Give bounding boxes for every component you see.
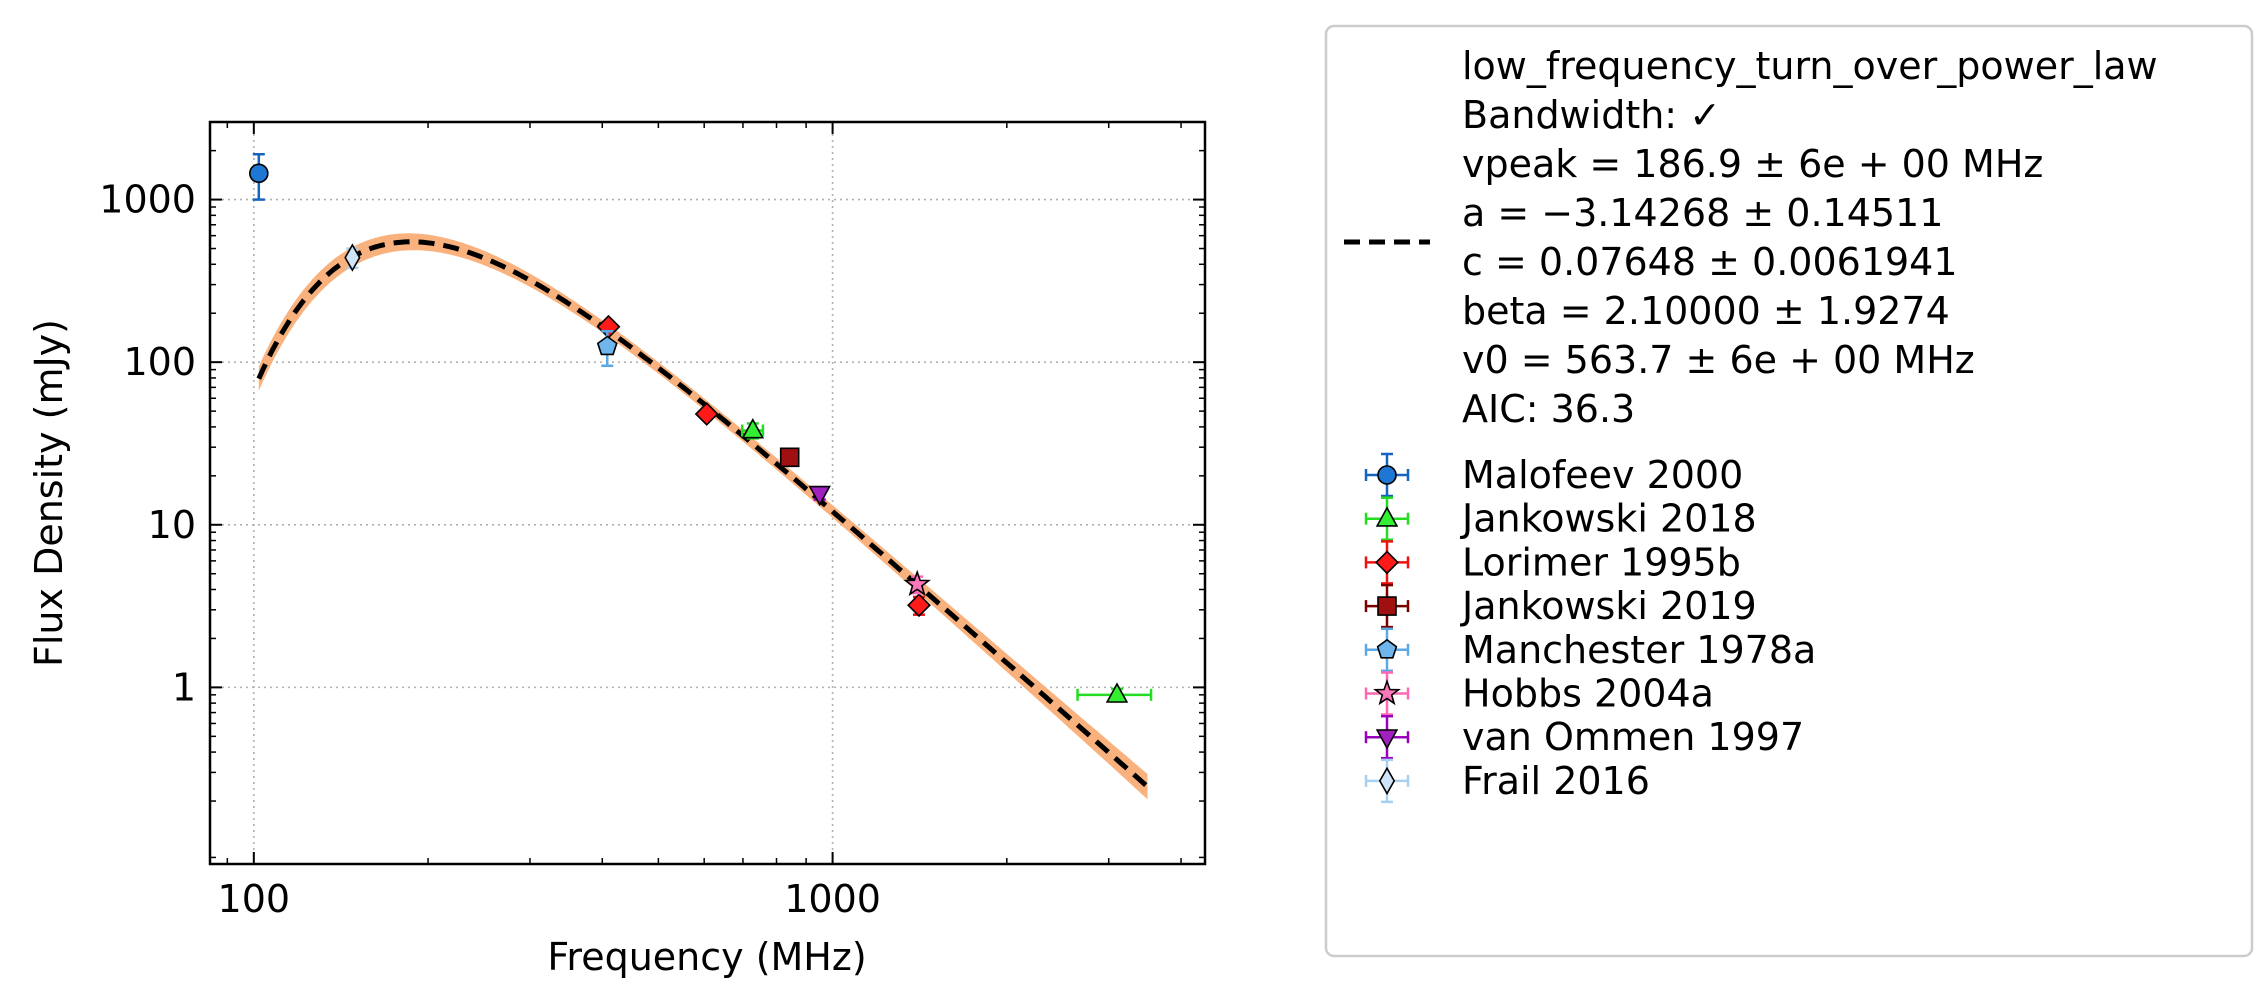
legend-label: Jankowski 2018 [1460,497,1757,541]
legend-marker [1375,550,1399,575]
legend-label: Manchester 1978a [1462,628,1816,672]
fit-band [258,233,1148,800]
plot-frame [208,120,1207,866]
fit-uncertainty-band [258,233,1148,800]
legend-label: Malofeev 2000 [1462,453,1743,497]
legend-fit-line-5: c = 0.07648 ± 0.0061941 [1462,240,1958,284]
data-points [249,153,1153,703]
legend-entry: Hobbs 2004a [1364,671,1714,716]
legend-fit-line-7: v0 = 563.7 ± 6e + 00 MHz [1462,338,1975,382]
legend-fit-line-4: a = −3.14268 ± 0.14511 [1462,191,1943,235]
legend-entry: Lorimer 1995b [1364,540,1741,585]
legend-frame [1324,24,2254,958]
y-tick-label: 100 [123,340,196,384]
series-jankowski-2019 [779,447,800,468]
y-axis-title: Flux Density (mJy) [27,319,71,667]
data-point [1105,682,1129,703]
series-van-ommen-1997 [808,485,831,507]
series-frail-2016 [344,243,361,272]
data-point [694,402,719,426]
legend-label: Hobbs 2004a [1462,672,1714,716]
series-manchester-1978a [596,329,618,368]
series-hobbs-2004a [903,569,931,597]
legend-entry: Frail 2016 [1364,758,1650,804]
fit-curve [256,239,1150,789]
legend-label: Jankowski 2019 [1460,584,1757,628]
legend-label: Frail 2016 [1462,759,1650,803]
legend-fit-line-2: Bandwidth: ✓ [1462,93,1721,137]
legend-label: Lorimer 1995b [1462,540,1741,584]
y-tick-label: 1 [172,665,196,709]
fit-line [256,239,1150,789]
grid-lines [210,122,1205,864]
legend-entry: van Ommen 1997 [1364,714,1804,760]
legend-marker [1378,766,1396,796]
tick-labels: 100 1000 1 10 100 1000 [99,178,881,921]
legend-entry: Malofeev 2000 [1364,452,1743,498]
series-malofeev-2000 [249,153,269,201]
legend-fit-line-6: beta = 2.10000 ± 1.9274 [1462,289,1950,333]
legend: low_frequency_turn_over_power_law Bandwi… [1324,24,2254,958]
data-point [907,593,931,618]
data-point [344,243,361,272]
legend-marker [1377,596,1397,616]
legend-entry: Jankowski 2019 [1364,583,1757,629]
legend-fit-line-1: low_frequency_turn_over_power_law [1462,44,2158,88]
legend-fit-line-3: vpeak = 186.9 ± 6e + 00 MHz [1462,142,2043,186]
data-point [249,163,269,184]
legend-entry: Manchester 1978a [1364,627,1816,673]
series-jankowski-2018 [740,418,1153,703]
legend-marker [1373,679,1401,706]
data-point [596,335,618,356]
y-tick-label: 10 [148,503,196,547]
legend-fit-line-8: AIC: 36.3 [1462,387,1635,431]
legend-fit-text: low_frequency_turn_over_power_law Bandwi… [1462,44,2158,431]
x-tick-label: 100 [218,877,291,921]
y-tick-label: 1000 [99,178,196,222]
legend-entry: Jankowski 2018 [1364,496,1757,541]
data-point [779,447,800,468]
x-axis-title: Frequency (MHz) [547,935,866,979]
legend-marker [1376,638,1398,659]
legend-label: van Ommen 1997 [1462,715,1804,759]
legend-marker [1377,465,1397,485]
data-point [903,569,931,597]
axis-ticks [210,122,1205,864]
legend-marker [1375,506,1399,527]
data-point [741,418,765,439]
x-tick-label: 1000 [784,877,881,921]
series-lorimer-1995b [596,314,931,618]
data-point [808,485,831,507]
legend-marker [1375,729,1399,750]
